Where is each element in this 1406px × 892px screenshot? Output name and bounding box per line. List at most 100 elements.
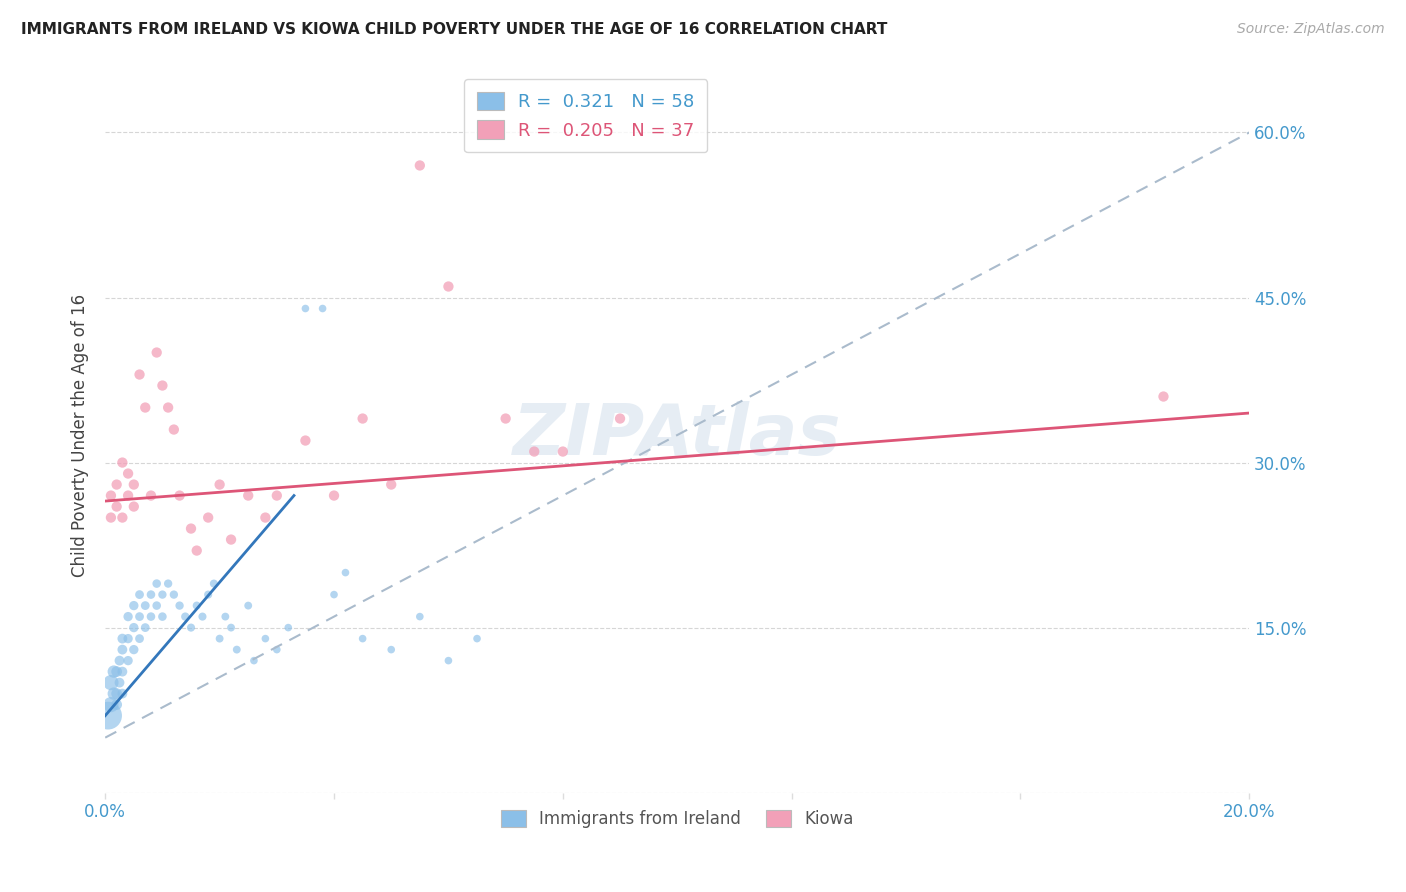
Point	[152, 588, 174, 602]
Point	[254, 632, 277, 646]
Point	[465, 632, 488, 646]
Point	[311, 301, 333, 316]
Point	[117, 467, 139, 481]
Point	[128, 609, 150, 624]
Point	[197, 588, 219, 602]
Point	[277, 621, 299, 635]
Point	[111, 642, 134, 657]
Point	[105, 477, 128, 491]
Point	[145, 599, 167, 613]
Point	[105, 687, 128, 701]
Point	[323, 588, 346, 602]
Point	[105, 500, 128, 514]
Point	[111, 687, 134, 701]
Legend: Immigrants from Ireland, Kiowa: Immigrants from Ireland, Kiowa	[494, 803, 860, 834]
Point	[352, 632, 374, 646]
Point	[152, 378, 174, 392]
Point	[380, 477, 402, 491]
Point	[254, 510, 277, 524]
Point	[186, 543, 208, 558]
Point	[380, 642, 402, 657]
Point	[409, 609, 432, 624]
Point	[145, 345, 167, 359]
Point	[180, 522, 202, 536]
Point	[105, 698, 128, 712]
Point	[128, 632, 150, 646]
Point	[238, 599, 260, 613]
Point	[103, 687, 125, 701]
Point	[169, 489, 191, 503]
Point	[100, 510, 122, 524]
Point	[202, 576, 225, 591]
Point	[219, 621, 242, 635]
Point	[225, 642, 247, 657]
Point	[128, 368, 150, 382]
Point	[139, 489, 162, 503]
Point	[266, 642, 288, 657]
Point	[174, 609, 197, 624]
Point	[191, 609, 214, 624]
Point	[122, 500, 145, 514]
Point	[100, 698, 122, 712]
Text: ZIPAtlas: ZIPAtlas	[513, 401, 842, 469]
Point	[111, 510, 134, 524]
Y-axis label: Child Poverty Under the Age of 16: Child Poverty Under the Age of 16	[72, 293, 89, 576]
Point	[437, 654, 460, 668]
Point	[609, 411, 631, 425]
Point	[495, 411, 517, 425]
Point	[157, 576, 180, 591]
Point	[117, 654, 139, 668]
Point	[163, 588, 186, 602]
Point	[117, 632, 139, 646]
Point	[97, 708, 120, 723]
Point	[238, 489, 260, 503]
Point	[100, 489, 122, 503]
Point	[122, 599, 145, 613]
Point	[111, 456, 134, 470]
Point	[551, 444, 574, 458]
Point	[139, 588, 162, 602]
Point	[117, 489, 139, 503]
Point	[335, 566, 357, 580]
Point	[128, 588, 150, 602]
Point	[409, 159, 432, 173]
Point	[157, 401, 180, 415]
Point	[139, 609, 162, 624]
Point	[219, 533, 242, 547]
Point	[523, 444, 546, 458]
Point	[294, 301, 316, 316]
Point	[1153, 390, 1175, 404]
Point	[323, 489, 346, 503]
Point	[208, 632, 231, 646]
Point	[197, 510, 219, 524]
Point	[134, 621, 156, 635]
Point	[117, 609, 139, 624]
Point	[163, 423, 186, 437]
Point	[180, 621, 202, 635]
Point	[243, 654, 266, 668]
Point	[100, 675, 122, 690]
Point	[134, 599, 156, 613]
Point	[352, 411, 374, 425]
Point	[122, 621, 145, 635]
Point	[169, 599, 191, 613]
Point	[214, 609, 236, 624]
Point	[266, 489, 288, 503]
Point	[294, 434, 316, 448]
Point	[152, 609, 174, 624]
Point	[145, 576, 167, 591]
Point	[111, 665, 134, 679]
Point	[105, 665, 128, 679]
Point	[111, 632, 134, 646]
Point	[103, 665, 125, 679]
Point	[122, 642, 145, 657]
Point	[108, 675, 131, 690]
Point	[437, 279, 460, 293]
Text: Source: ZipAtlas.com: Source: ZipAtlas.com	[1237, 22, 1385, 37]
Point	[208, 477, 231, 491]
Point	[134, 401, 156, 415]
Point	[186, 599, 208, 613]
Point	[122, 477, 145, 491]
Point	[108, 654, 131, 668]
Text: IMMIGRANTS FROM IRELAND VS KIOWA CHILD POVERTY UNDER THE AGE OF 16 CORRELATION C: IMMIGRANTS FROM IRELAND VS KIOWA CHILD P…	[21, 22, 887, 37]
